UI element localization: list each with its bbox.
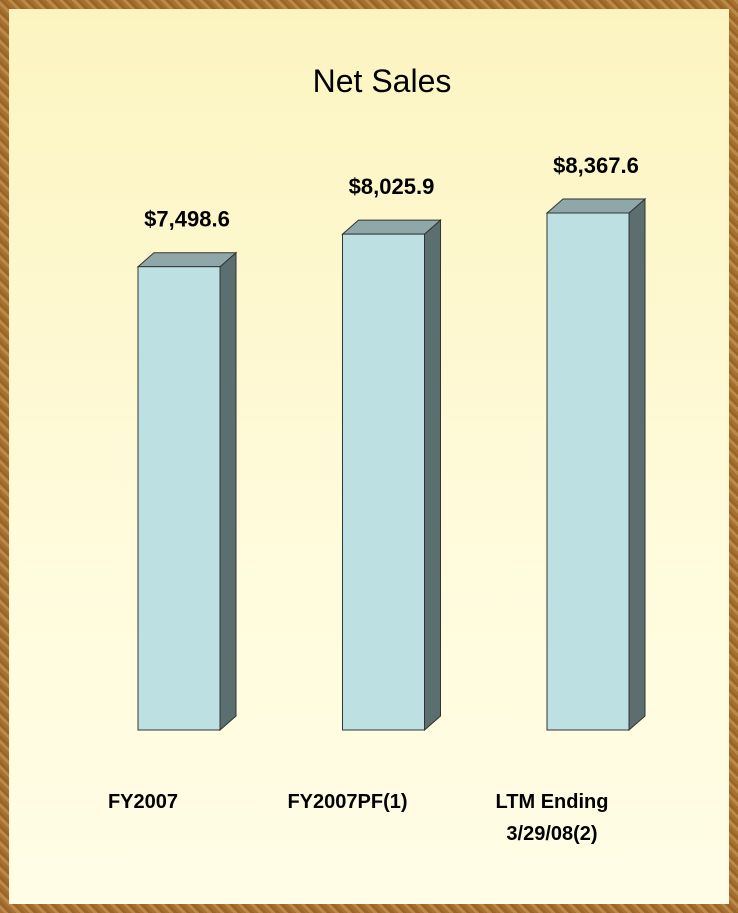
x-tick-label: FY2007PF(1) bbox=[287, 791, 408, 813]
bar-top bbox=[136, 252, 238, 268]
chart-title: Net Sales bbox=[313, 63, 452, 99]
value-label: $8,025.9 bbox=[349, 174, 435, 199]
value-label: $8,367.6 bbox=[553, 153, 639, 178]
bar-front bbox=[137, 266, 221, 731]
bar-top bbox=[545, 198, 647, 214]
bar-side bbox=[424, 219, 441, 732]
bar-side bbox=[628, 197, 646, 732]
bar bbox=[545, 197, 647, 732]
value-label: $7,498.6 bbox=[144, 207, 230, 232]
bar bbox=[341, 219, 442, 732]
bar-front bbox=[342, 233, 425, 731]
bar bbox=[136, 251, 238, 732]
x-tick-label: LTM Ending 3/29/08(2) bbox=[495, 791, 609, 845]
bar-front bbox=[546, 212, 630, 731]
x-tick-label: FY2007 bbox=[107, 791, 179, 813]
bar-side bbox=[219, 251, 237, 732]
bar-top bbox=[341, 219, 442, 235]
